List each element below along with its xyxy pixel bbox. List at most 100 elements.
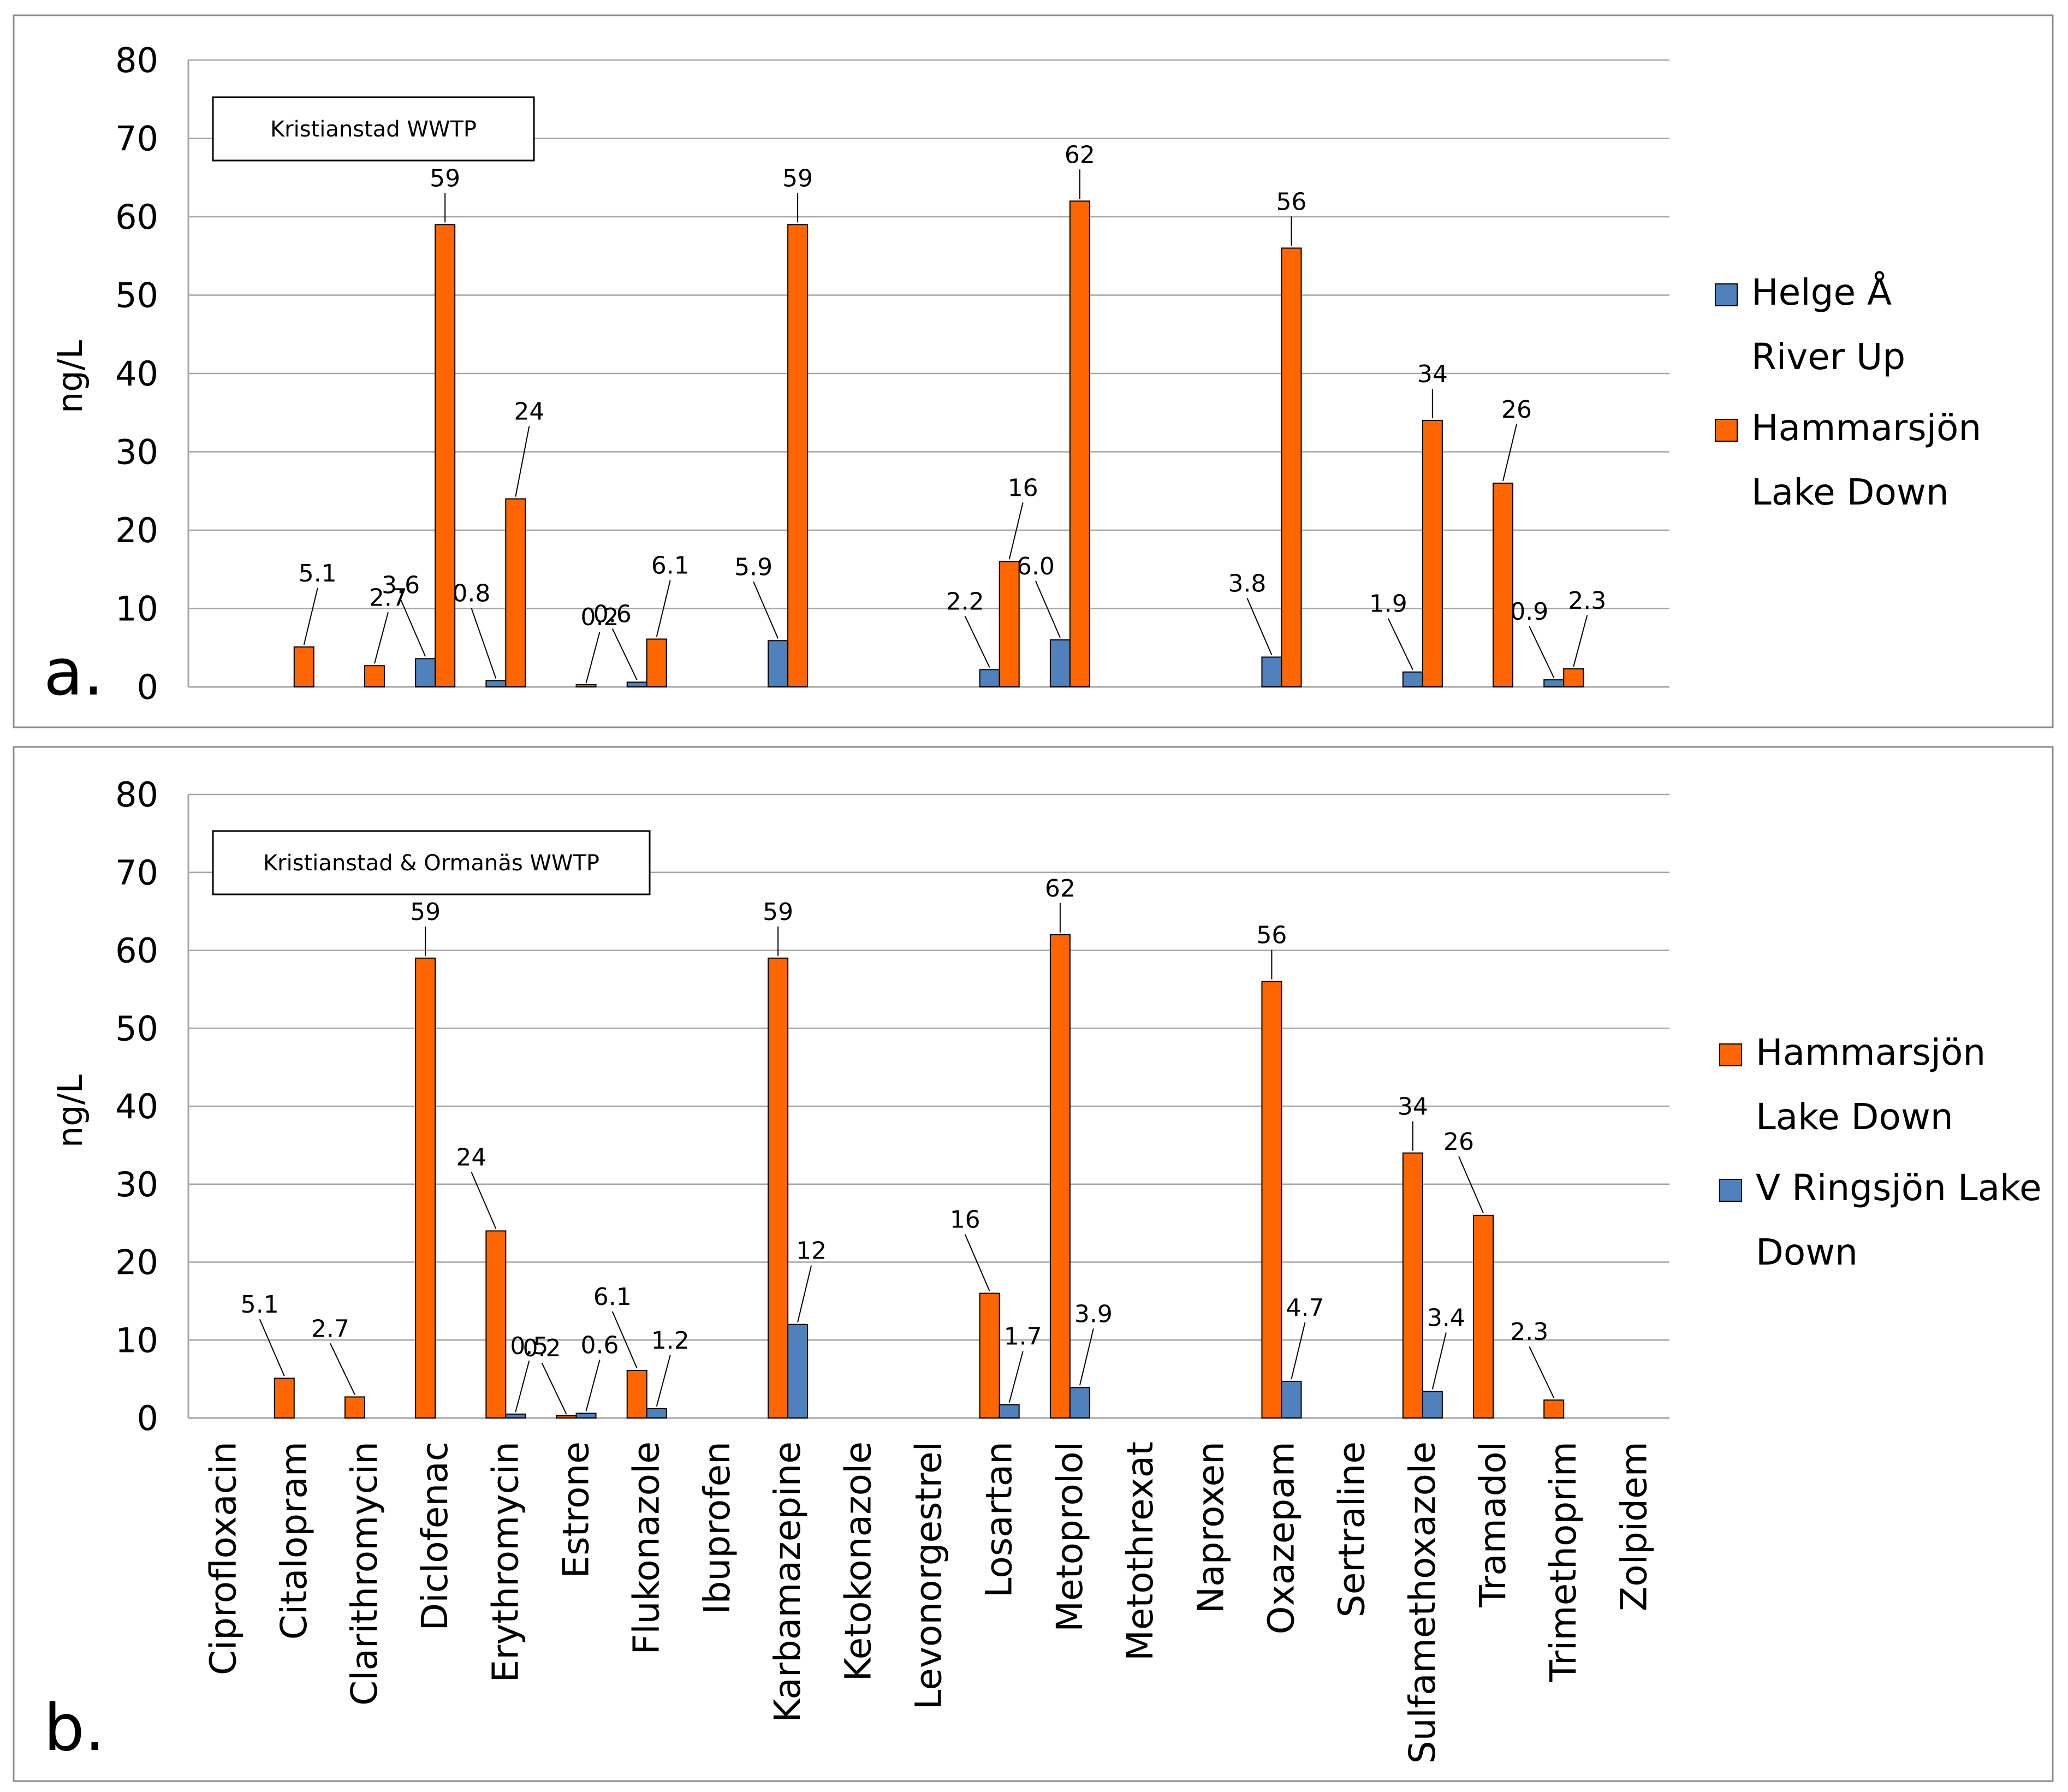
panel-b-chart: 0 10 20 30 40 50 60 70 80 ng/L b. Kristianstad & Or… — [13, 746, 2054, 1782]
panel-b-data-label-erythromycin-v-ringsj-n-lake-down: 0.5 — [510, 1332, 548, 1360]
x-tick-label-metothrexat: Metothrexat — [1119, 1441, 1161, 1661]
panel-b-data-label-oxazepam-v-ringsj-n-lake-down: 4.7 — [1286, 1294, 1324, 1322]
panel-b-leader-line — [541, 1362, 567, 1415]
x-tick-label-trimethoprim: Trimethoprim — [1542, 1441, 1584, 1683]
panel-a-data-label-diclofenac-hammarsj-n-lake-down: 59 — [430, 164, 460, 192]
panel-b-data-label-sulfamethoxazole-v-ringsj-n-lake-down: 3.4 — [1427, 1304, 1465, 1332]
panel-a-bar-oxazepam-helge-river-up — [1261, 656, 1282, 687]
panel-b-bar-flukonazole-v-ringsj-n-lake-down — [646, 1408, 667, 1419]
panel-b-legend-text-hammarsj-n-lake-down: Hammarsjön — [1756, 1031, 1986, 1073]
x-tick-label-tramadol: Tramadol — [1472, 1441, 1514, 1608]
panel-a-bar-clarithromycin-hammarsj-n-lake-down — [364, 665, 385, 688]
panel-a-bar-estrone-hammarsj-n-lake-down — [575, 684, 597, 687]
x-tick-label-naproxen: Naproxen — [1190, 1441, 1232, 1613]
panel-b-bar-estrone-hammarsj-n-lake-down — [556, 1415, 577, 1419]
panel-a-y-tick-label: 30 — [115, 432, 158, 472]
panel-b-bar-losartan-hammarsj-n-lake-down — [979, 1292, 1000, 1419]
panel-b-data-label-karbamazepine-v-ringsj-n-lake-down: 12 — [796, 1237, 827, 1265]
panel-a-annotation-box — [212, 96, 535, 162]
x-tick-label-ibuprofen: Ibuprofen — [696, 1441, 738, 1615]
panel-a-chart: 0 10 20 30 40 50 60 70 80 ng/L a. Kristianstad WWTP… — [13, 14, 2054, 728]
panel-a-bar-karbamazepine-hammarsj-n-lake-down — [787, 224, 809, 688]
panel-a-bar-diclofenac-helge-river-up — [415, 658, 436, 687]
panel-a-bar-trimethoprim-hammarsj-n-lake-down — [1563, 668, 1584, 687]
panel-b-y-axis-title: ng/L — [50, 1075, 90, 1148]
panel-a-data-label-karbamazepine-hammarsj-n-lake-down: 59 — [782, 164, 813, 192]
panel-a-legend-text-hammarsj-n-lake-down: Hammarsjön — [1751, 407, 1981, 449]
panel-a-leader-line — [1502, 424, 1517, 482]
x-tick-label-karbamazepine: Karbamazepine — [766, 1441, 809, 1723]
panel-a-legend-swatch-hammarsj-n-lake-down — [1715, 419, 1738, 442]
panel-b-bar-metoprolol-v-ringsj-n-lake-down — [1069, 1387, 1090, 1419]
panel-b-y-tick-label: 0 — [137, 1398, 158, 1438]
panel-a-y-tick-label: 60 — [115, 197, 158, 237]
panel-a-leader-line — [303, 588, 318, 645]
panel-b-y-tick-label: 40 — [115, 1087, 158, 1126]
panel-a-bar-sulfamethoxazole-helge-river-up — [1402, 671, 1423, 687]
panel-b-bar-estrone-v-ringsj-n-lake-down — [575, 1413, 597, 1419]
panel-b-y-tick-label: 20 — [115, 1243, 158, 1283]
panel-b-leader-line — [1291, 1322, 1306, 1380]
panel-b-legend-text-v-ringsj-n-lake-down: V Ringsjön Lake — [1756, 1167, 2042, 1209]
panel-b-bar-erythromycin-hammarsj-n-lake-down — [485, 1230, 507, 1419]
panel-b-data-label-flukonazole-hammarsj-n-lake-down: 6.1 — [593, 1283, 632, 1311]
panel-b-legend-text-v-ringsj-n-lake-down-line2: Down — [1756, 1231, 1858, 1273]
panel-b-bar-sulfamethoxazole-v-ringsj-n-lake-down — [1422, 1391, 1443, 1419]
panel-a-data-label-diclofenac-helge-river-up: 3.6 — [382, 571, 420, 599]
panel-a-bar-losartan-helge-river-up — [979, 669, 1000, 688]
panel-a-label: a. — [44, 634, 104, 710]
panel-a-leader-line — [611, 628, 638, 680]
panel-b-leader-line — [656, 1355, 671, 1407]
panel-b-leader-line — [259, 1319, 285, 1376]
panel-a-bar-diclofenac-hammarsj-n-lake-down — [435, 224, 456, 688]
panel-b-data-label-karbamazepine-hammarsj-n-lake-down: 59 — [763, 898, 793, 926]
panel-b-legend-swatch-hammarsj-n-lake-down — [1719, 1043, 1742, 1066]
panel-b-data-label-citalopram-hammarsj-n-lake-down: 5.1 — [241, 1291, 279, 1319]
panel-b-annotation-box — [212, 830, 651, 895]
panel-a-data-label-flukonazole-helge-river-up: 0.6 — [593, 600, 632, 628]
panel-b-bar-flukonazole-hammarsj-n-lake-down — [626, 1369, 647, 1419]
panel-b-annotation-text: Kristianstad & Ormanäs WWTP — [263, 851, 599, 876]
panel-a-bar-losartan-hammarsj-n-lake-down — [999, 561, 1020, 688]
panel-a-leader-line — [374, 612, 389, 664]
panel-a-leader-line — [1573, 615, 1588, 667]
panel-b-bar-karbamazepine-hammarsj-n-lake-down — [768, 957, 789, 1419]
x-tick-label-levonorgestrel: Levonorgestrel — [908, 1441, 950, 1710]
panel-b-bar-citalopram-hammarsj-n-lake-down — [274, 1378, 295, 1419]
panel-b-data-label-diclofenac-hammarsj-n-lake-down: 59 — [410, 898, 441, 926]
x-tick-label-losartan: Losartan — [978, 1441, 1020, 1598]
panel-a-leader-line — [1008, 502, 1024, 560]
panel-b-y-tick-label: 60 — [115, 931, 158, 971]
panel-a-bar-karbamazepine-helge-river-up — [768, 640, 789, 687]
panel-b-leader-line — [1079, 1328, 1094, 1386]
panel-a-bar-flukonazole-helge-river-up — [626, 681, 647, 688]
x-tick-label-clarithromycin: Clarithromycin — [343, 1441, 385, 1706]
panel-b-data-label-metoprolol-v-ringsj-n-lake-down: 3.9 — [1074, 1300, 1113, 1328]
panel-b-leader-line — [1529, 1346, 1555, 1398]
panel-a-data-label-sulfamethoxazole-helge-river-up: 1.9 — [1369, 590, 1407, 618]
panel-a-bar-sulfamethoxazole-hammarsj-n-lake-down — [1422, 420, 1443, 687]
panel-b-legend-text-hammarsj-n-lake-down-line2: Lake Down — [1756, 1096, 1953, 1138]
panel-a-data-label-clarithromycin-hammarsj-n-lake-down: 2.7 — [369, 584, 407, 612]
panel-b-y-tick-label: 30 — [115, 1165, 158, 1204]
panel-a-leader-line — [585, 631, 601, 684]
panel-a-data-label-citalopram-hammarsj-n-lake-down: 5.1 — [299, 560, 337, 588]
panel-a-leader-line — [656, 580, 671, 637]
panel-b-bar-clarithromycin-hammarsj-n-lake-down — [344, 1396, 365, 1419]
panel-b-bar-metoprolol-hammarsj-n-lake-down — [1049, 934, 1071, 1419]
panel-b-bar-trimethoprim-hammarsj-n-lake-down — [1543, 1399, 1565, 1419]
panel-b-bar-losartan-v-ringsj-n-lake-down — [999, 1404, 1020, 1419]
x-tick-label-oxazepam: Oxazepam — [1260, 1441, 1302, 1634]
panel-a-data-label-estrone-hammarsj-n-lake-down: 0.2 — [581, 603, 619, 631]
x-tick-label-metoprolol: Metoprolol — [1049, 1441, 1091, 1632]
panel-a-annotation-text: Kristianstad WWTP — [270, 117, 477, 142]
panel-b-leader-line — [1431, 1332, 1447, 1390]
panel-b-leader-line — [471, 1172, 497, 1229]
panel-b-data-label-losartan-v-ringsj-n-lake-down: 1.7 — [1004, 1323, 1042, 1351]
panel-a-data-label-sulfamethoxazole-hammarsj-n-lake-down: 34 — [1417, 360, 1448, 388]
panel-a-leader-line — [515, 426, 530, 497]
panel-b-leader-line — [964, 1234, 990, 1291]
panel-a-leader-line — [753, 581, 779, 639]
panel-a-y-tick-label: 70 — [115, 119, 158, 159]
x-tick-label-diclofenac: Diclofenac — [414, 1441, 456, 1631]
